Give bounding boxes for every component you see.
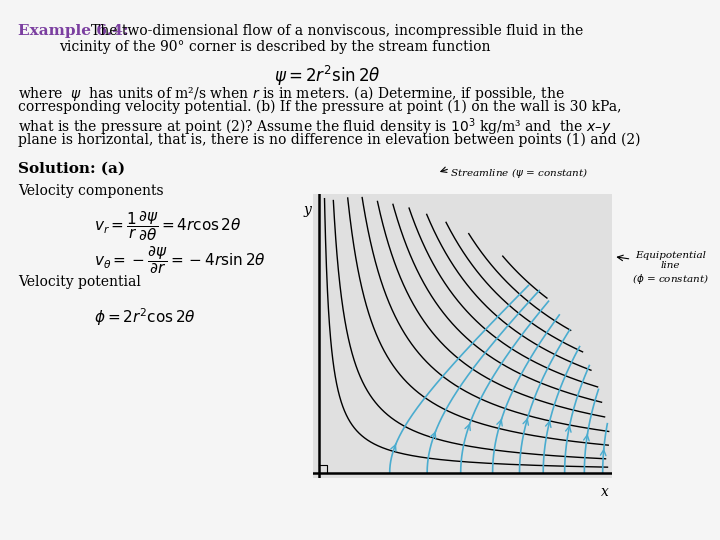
Text: what is the pressure at point (2)? Assume the fluid density is $10^3$ kg/m³ and : what is the pressure at point (2)? Assum… [18, 116, 612, 138]
Text: $v_\theta = -\dfrac{\partial\psi}{\partial r} = -4r\sin 2\theta$: $v_\theta = -\dfrac{\partial\psi}{\parti… [94, 244, 266, 276]
Text: The two-dimensional flow of a nonviscous, incompressible fluid in the: The two-dimensional flow of a nonviscous… [91, 24, 584, 38]
Text: Velocity potential: Velocity potential [18, 275, 141, 289]
Text: $\phi = 2r^2 \cos 2\theta$: $\phi = 2r^2 \cos 2\theta$ [94, 307, 195, 328]
Text: where  $\psi$  has units of m²/s when $r$ is in meters. (a) Determine, if possib: where $\psi$ has units of m²/s when $r$ … [18, 84, 564, 103]
Text: Equipotential
line
($\phi$ = constant): Equipotential line ($\phi$ = constant) [632, 251, 709, 287]
Text: Streamline ($\psi$ = constant): Streamline ($\psi$ = constant) [450, 166, 588, 180]
Text: $\psi = 2r^2 \sin 2\theta$: $\psi = 2r^2 \sin 2\theta$ [274, 64, 380, 88]
Text: Velocity components: Velocity components [18, 184, 163, 198]
Text: plane is horizontal, that is, there is no difference in elevation between points: plane is horizontal, that is, there is n… [18, 132, 641, 147]
Text: Solution: (a): Solution: (a) [18, 162, 125, 176]
Text: y: y [304, 202, 312, 217]
Text: x: x [600, 485, 608, 499]
Text: $v_r = \dfrac{1}{r}\dfrac{\partial\psi}{\partial\theta} = 4r\cos 2\theta$: $v_r = \dfrac{1}{r}\dfrac{\partial\psi}{… [94, 210, 241, 244]
Text: Example 6.4:: Example 6.4: [18, 24, 128, 38]
Text: corresponding velocity potential. (b) If the pressure at point (1) on the wall i: corresponding velocity potential. (b) If… [18, 100, 621, 114]
Text: vicinity of the 90° corner is described by the stream function: vicinity of the 90° corner is described … [59, 40, 490, 55]
